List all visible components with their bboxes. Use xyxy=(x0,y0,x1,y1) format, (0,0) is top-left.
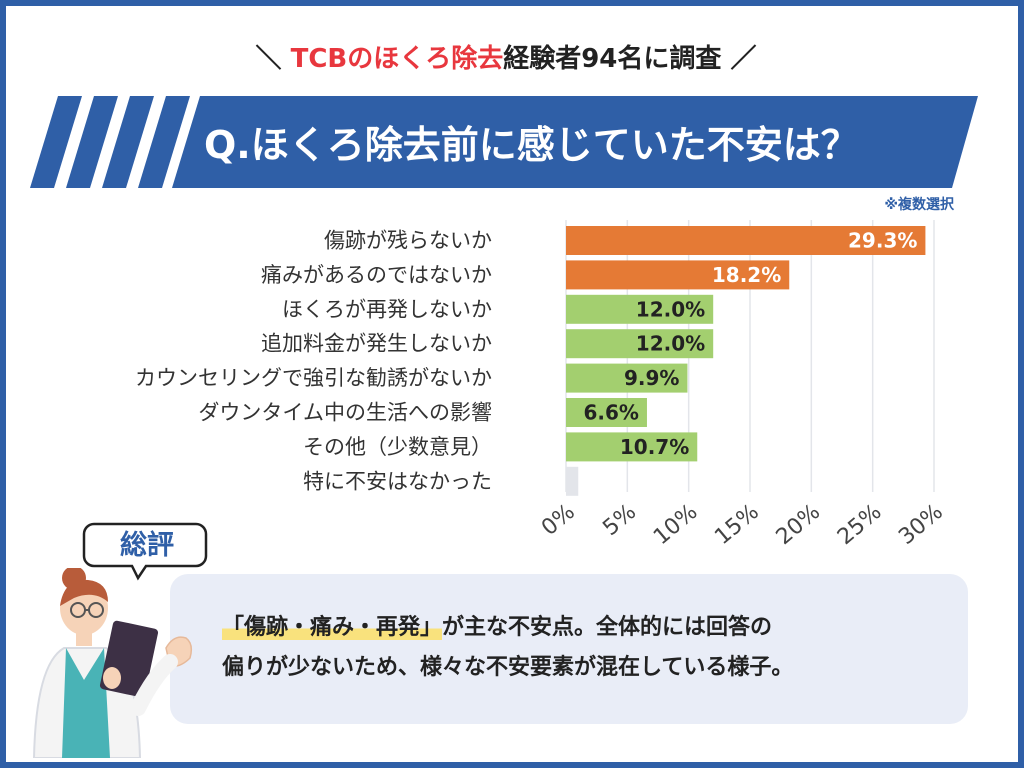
banner-stripe-1 xyxy=(30,96,82,188)
category-label-3: 追加料金が発生しないか xyxy=(261,332,492,356)
value-label-4: 9.9% xyxy=(624,366,679,390)
x-tick-label-0: 0% xyxy=(537,499,580,541)
x-tick-label-4: 20% xyxy=(772,499,826,550)
category-label-5: ダウンタイム中の生活への影響 xyxy=(198,401,492,425)
summary-line2: 偏りが少ないため、様々な不安要素が混在している様子。 xyxy=(222,655,794,680)
x-tick-label-5: 25% xyxy=(833,499,887,550)
survey-highlight: TCBのほくろ除去 xyxy=(290,44,504,74)
banner-stripe-4 xyxy=(138,96,190,188)
category-label-4: カウンセリングで強引な勧誘がないか xyxy=(135,366,492,390)
banner-band xyxy=(172,96,978,188)
slash-left: ＼ xyxy=(255,44,282,74)
bar-7 xyxy=(566,466,579,496)
value-label-6: 10.7% xyxy=(620,435,689,459)
category-label-2: ほくろが再発しないか xyxy=(282,297,492,321)
bar-6 xyxy=(566,432,698,462)
question-title: Q.ほくろ除去前に感じていた不安は？ xyxy=(204,123,859,167)
survey-line: ＼ TCBのほくろ除去経験者94名に調査 ／ xyxy=(0,38,1012,75)
slash-right: ／ xyxy=(730,44,757,74)
multiple-choice-note: ※複数選択 xyxy=(884,197,954,213)
bar-3 xyxy=(566,329,714,359)
summary-line1: が主な不安点。全体的には回答の xyxy=(442,615,773,640)
bar-1 xyxy=(566,260,790,290)
bar-0 xyxy=(566,226,926,255)
bar-chart: 傷跡が残らないか痛みがあるのではないかほくろが再発しないか追加料金が発生しないか… xyxy=(135,220,948,550)
value-label-0: 29.3% xyxy=(848,229,917,253)
x-tick-label-2: 10% xyxy=(649,499,703,550)
bar-4 xyxy=(566,363,688,393)
value-label-2: 12.0% xyxy=(636,297,705,321)
category-label-0: 傷跡が残らないか xyxy=(324,229,492,253)
bar-5 xyxy=(566,398,647,427)
category-labels: 傷跡が残らないか痛みがあるのではないかほくろが再発しないか追加料金が発生しないか… xyxy=(135,229,492,494)
banner-stripe-3 xyxy=(102,96,154,188)
tick-labels: 0% 5% 10% 15% 20% 25% 30% xyxy=(537,499,948,550)
value-label-3: 12.0% xyxy=(636,332,705,356)
banner-stripe-2 xyxy=(66,96,118,188)
summary-bubble xyxy=(80,520,210,581)
summary-text: 「傷跡・痛み・再発」が主な不安点。全体的には回答の 偏りが少ないため、様々な不安… xyxy=(222,608,942,688)
question-banner xyxy=(0,96,1012,188)
summary-box xyxy=(170,574,968,724)
x-tick-label-3: 15% xyxy=(710,499,764,550)
category-label-7: 特に不安はなかった xyxy=(303,469,492,493)
nurse-illustration xyxy=(14,566,214,762)
category-label-1: 痛みがあるのではないか xyxy=(261,263,492,287)
bars xyxy=(566,226,926,496)
value-label-1: 18.2% xyxy=(712,263,781,287)
summary-title: 総評 xyxy=(120,530,174,561)
x-tick-label-6: 30% xyxy=(894,499,948,550)
x-tick-label-1: 5% xyxy=(598,499,641,541)
survey-rest: 経験者94名に調査 xyxy=(503,44,722,74)
category-label-6: その他（少数意見） xyxy=(303,435,492,459)
value-label-5: 6.6% xyxy=(583,401,638,425)
bar-2 xyxy=(566,294,714,324)
summary-highlight: 「傷跡・痛み・再発」 xyxy=(222,615,443,640)
value-labels: 29.3% 18.2% 12.0% 12.0% 9.9% 6.6% 10.7% xyxy=(583,229,917,459)
